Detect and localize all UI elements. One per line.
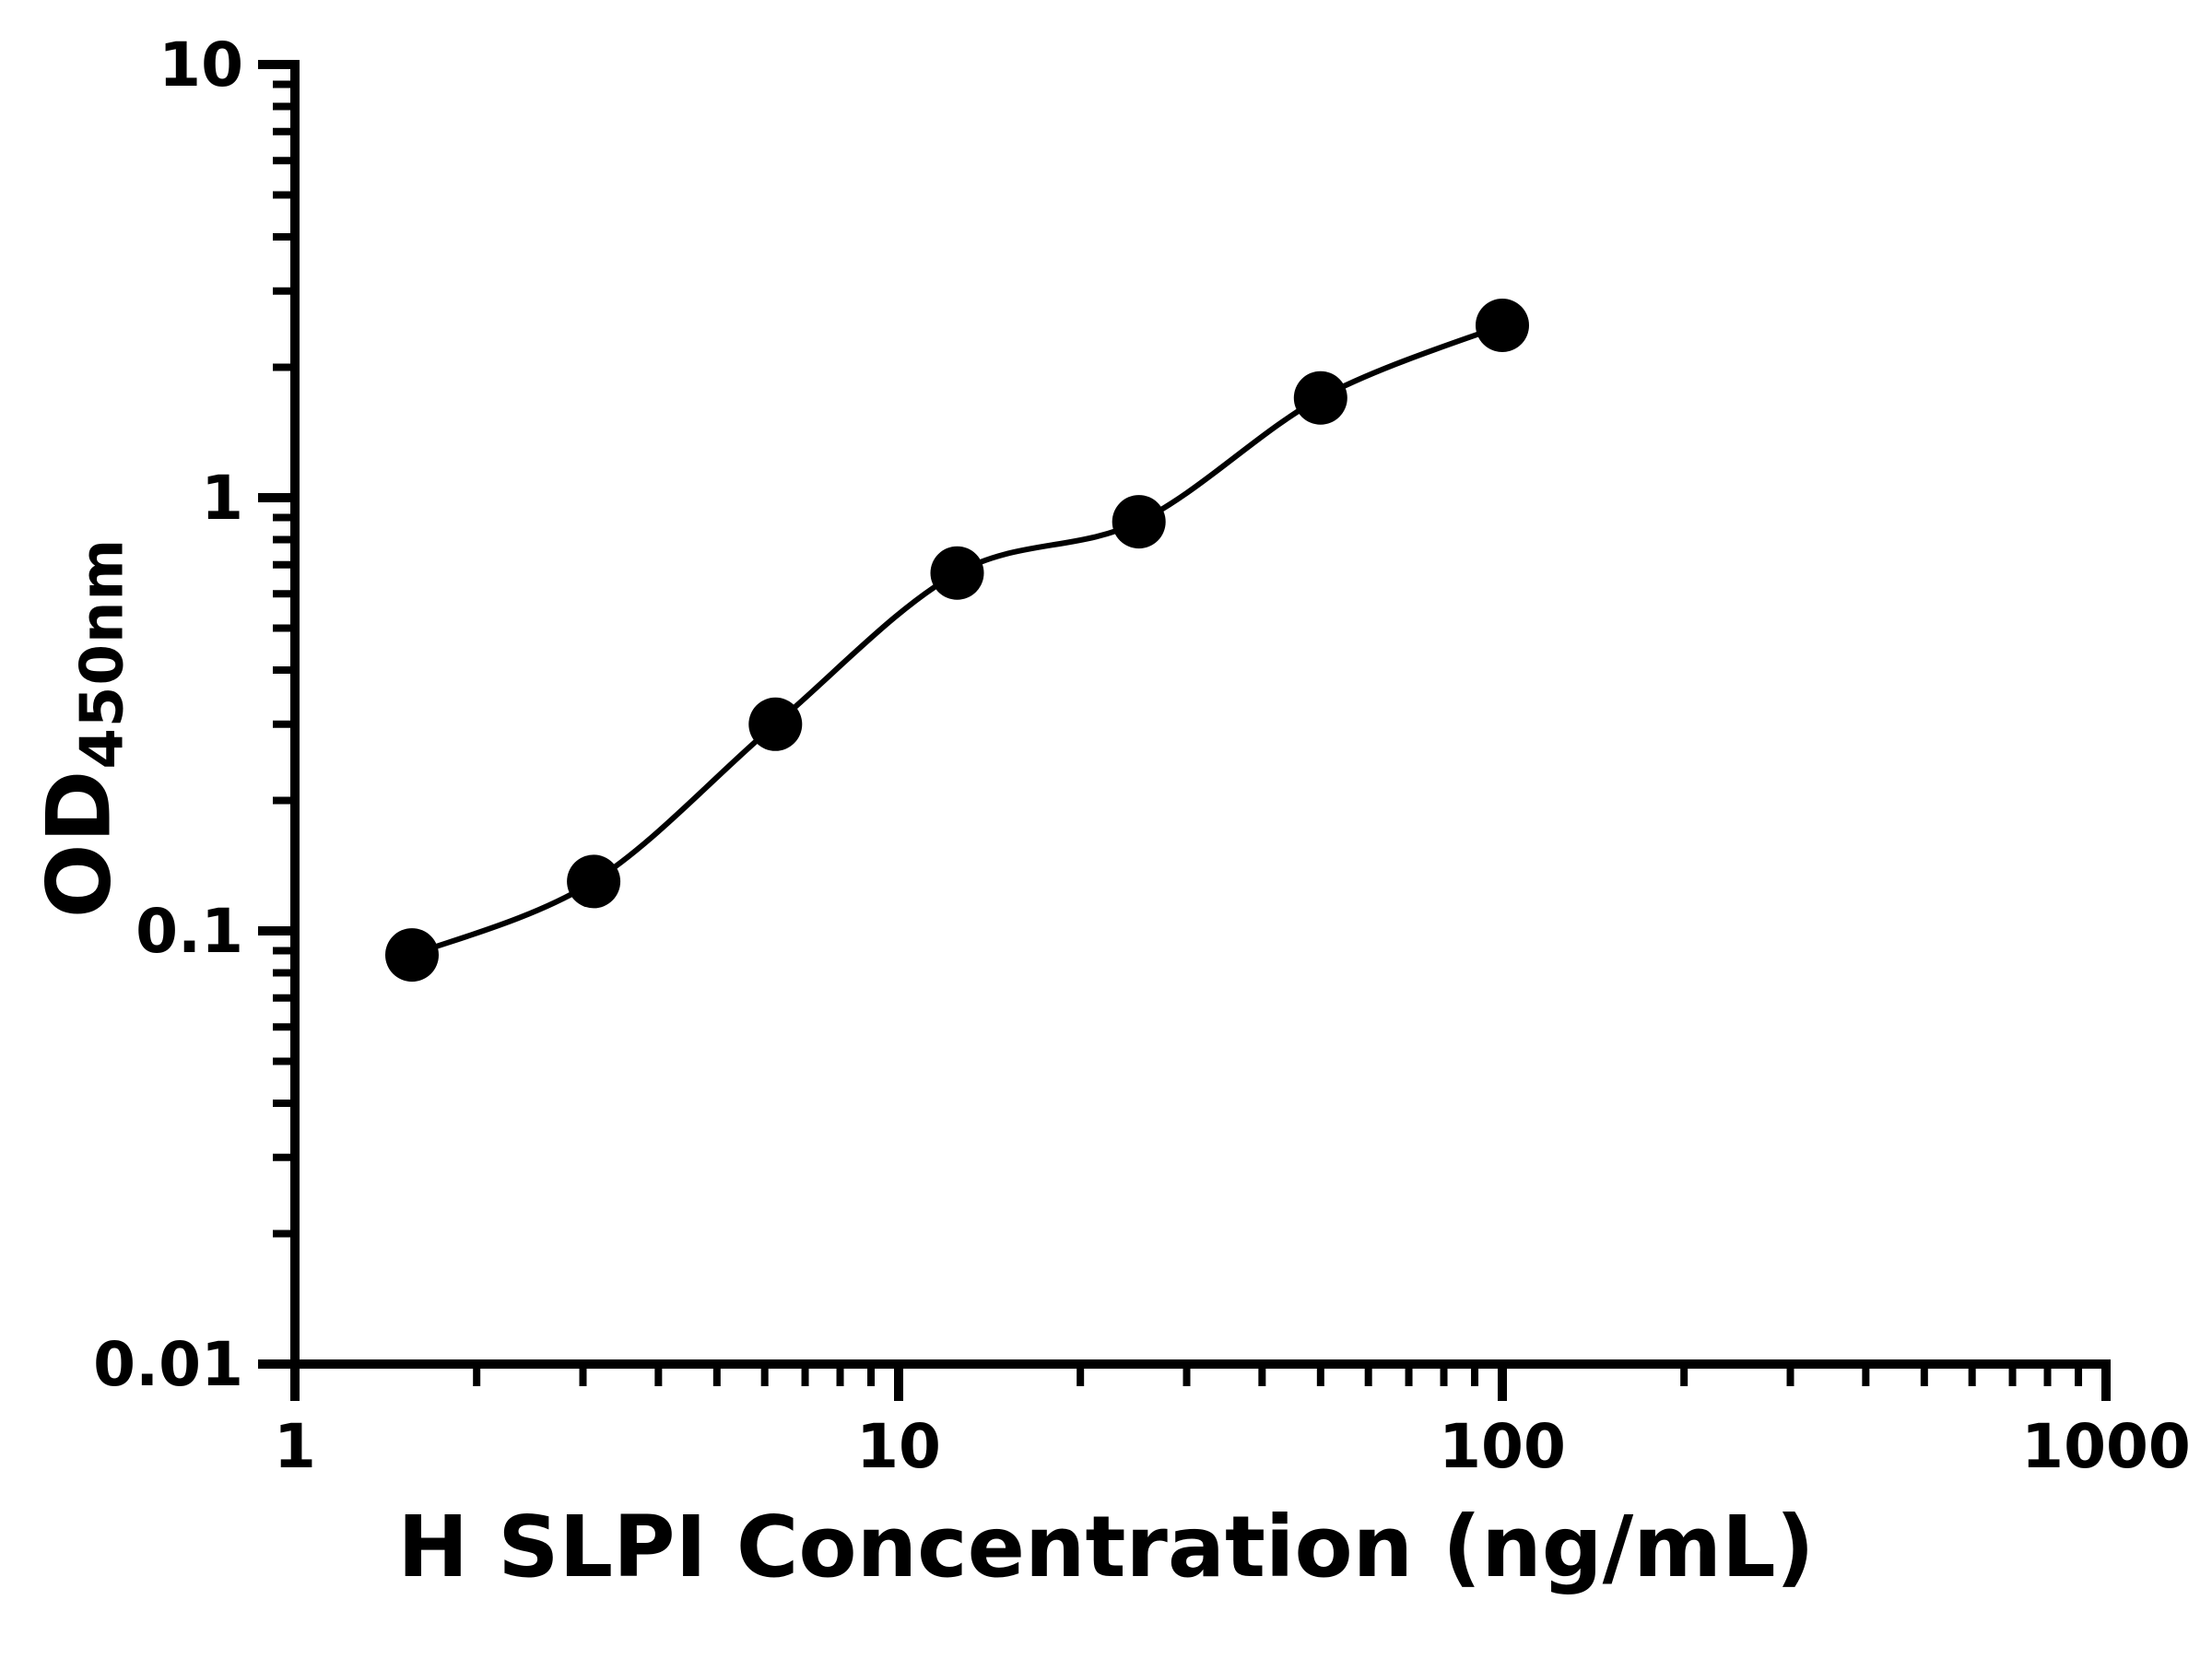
- y-axis-tick-label: 0.01: [93, 1329, 243, 1400]
- standard-curve-fit-line: [410, 323, 1504, 958]
- data-point: [930, 546, 984, 600]
- y-axis-title-main: OD: [29, 769, 131, 919]
- data-point: [1112, 495, 1166, 549]
- data-point: [567, 854, 621, 909]
- x-axis-title: H SLPI Concentration (ng/mL): [397, 1498, 1815, 1596]
- y-axis-tick-label: 10: [159, 29, 243, 100]
- data-point: [1476, 299, 1529, 352]
- x-axis-tick-label: 1: [274, 1411, 316, 1482]
- y-axis-title-subscript: 450nm: [68, 537, 137, 770]
- data-point: [385, 928, 439, 982]
- y-axis-tick-label: 0.1: [135, 896, 243, 967]
- axis-spine: [290, 60, 2111, 1369]
- x-axis-tick-label: 10: [856, 1411, 941, 1482]
- x-axis-tick-label: 100: [1439, 1411, 1566, 1482]
- x-axis-tick-label: 1000: [2021, 1411, 2191, 1482]
- y-axis-title: OD450nm: [29, 538, 137, 918]
- data-point: [748, 697, 803, 751]
- data-point: [1293, 371, 1347, 425]
- y-axis-tick-label: 1: [201, 463, 243, 534]
